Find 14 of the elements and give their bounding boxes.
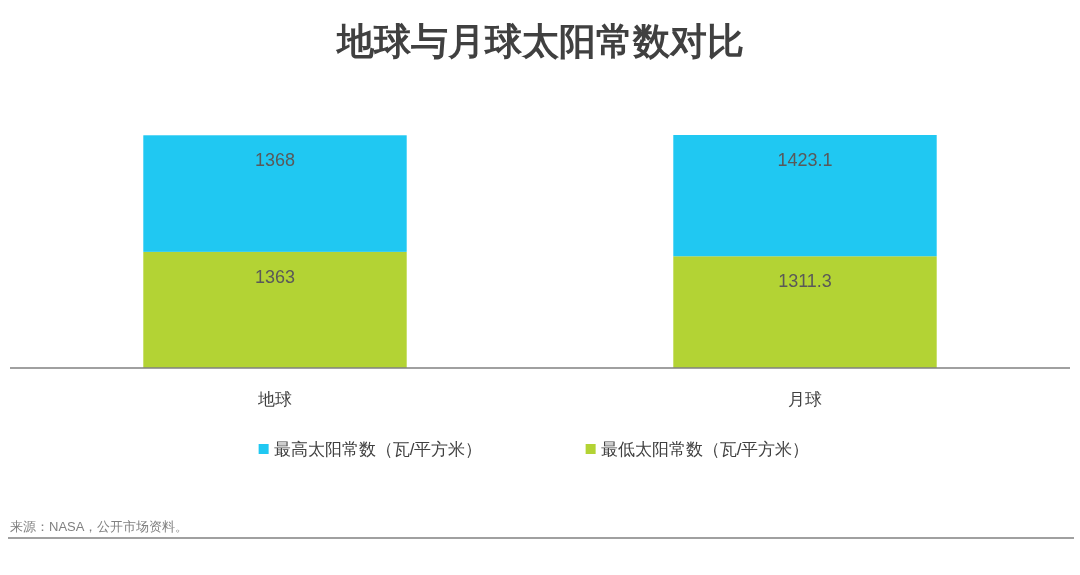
x-tick-label: 地球 [257,390,292,409]
bar [673,135,937,257]
data-label: 1311.3 [778,271,832,292]
bar [673,256,937,368]
data-label: 1368 [254,150,296,171]
legend-label: 最高太阳常数（瓦/平方米） [273,440,483,459]
data-label: 1363 [254,266,296,287]
bar [143,251,407,368]
x-tick-label: 月球 [788,390,822,409]
legend-label: 最低太阳常数（瓦/平方米） [600,440,810,459]
chart-title: 地球与月球太阳常数对比 [334,21,744,62]
bar [143,135,407,252]
data-label: 1423.1 [777,150,833,170]
source-note: 来源：NASA，公开市场资料。 [10,519,189,534]
